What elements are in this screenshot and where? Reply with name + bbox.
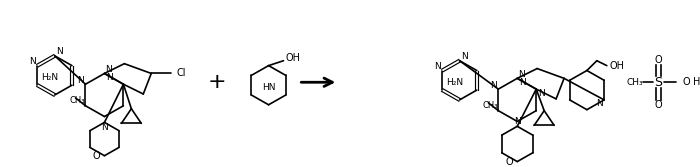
Text: N: N [461,52,468,61]
Text: N: N [29,57,36,66]
Text: N: N [56,47,63,56]
Text: O: O [654,100,662,110]
Text: +: + [207,72,226,92]
Text: CH₃: CH₃ [70,96,85,105]
Text: OH: OH [286,53,301,63]
Text: N: N [77,76,84,85]
Text: N: N [514,117,521,126]
Text: N: N [490,81,497,90]
Text: N: N [518,70,524,79]
Text: CH₃: CH₃ [482,101,498,110]
Text: N: N [596,99,603,108]
Text: H₂N: H₂N [41,73,58,82]
Text: S: S [654,76,662,89]
Text: O: O [654,55,662,65]
Text: O: O [505,157,513,166]
Text: N: N [538,89,545,98]
Text: O: O [92,151,100,161]
Text: CH₃: CH₃ [626,78,643,87]
Text: OH: OH [609,61,624,71]
Text: Cl: Cl [176,68,186,78]
Text: N: N [519,78,526,87]
Text: HN: HN [262,83,275,92]
Text: O: O [682,77,690,87]
Text: N: N [106,73,113,82]
Text: N: N [105,65,112,74]
Text: N: N [101,123,108,132]
Text: H₂N: H₂N [446,78,463,87]
Text: N: N [434,62,441,71]
Text: H: H [692,77,700,87]
